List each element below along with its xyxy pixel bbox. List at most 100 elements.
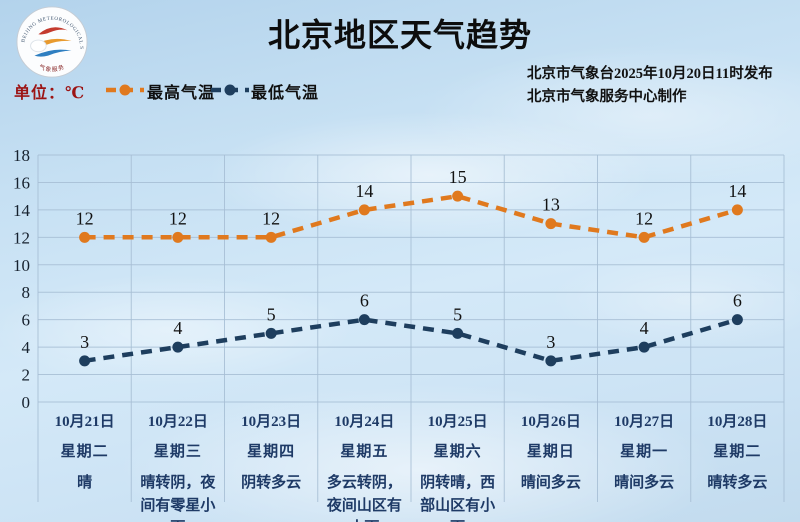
day-weekday: 星期二 <box>713 444 762 460</box>
day-weather: 晴间多云 <box>520 475 581 491</box>
series-low-temp-point <box>358 314 370 326</box>
day-weekday: 星期三 <box>153 444 202 460</box>
series-high-temp-point <box>638 231 650 243</box>
series-high-temp-point <box>452 190 464 202</box>
day-date: 10月23日 <box>241 414 302 430</box>
series-low-temp: 3 4 5 6 5 3 4 6 <box>79 291 743 367</box>
series-low-temp-point <box>265 327 277 339</box>
series-low-temp-value-label: 6 <box>733 291 742 311</box>
day-weekday: 星期一 <box>620 444 669 460</box>
day-weekday: 星期二 <box>60 444 109 460</box>
issue-line-1: 北京市气象台2025年10月20日11时发布 <box>527 66 773 82</box>
page-title: 北京地区天气趋势 <box>267 17 532 53</box>
legend-high-dot <box>119 84 131 96</box>
y-tick-label: 2 <box>22 366 31 385</box>
day-column: 10月21日 星期二晴 <box>38 407 131 507</box>
series-high-temp-value-label: 13 <box>542 195 560 215</box>
day-weather: 晴间多云 <box>614 475 675 491</box>
series-low-temp-value-label: 3 <box>546 332 555 352</box>
legend-item-low: 最低气温 <box>251 79 320 102</box>
logo-bottom-text: 气象服务 <box>38 63 66 74</box>
series-high-temp-value-label: 12 <box>262 208 280 228</box>
series-high-temp-line <box>84 193 739 240</box>
logo-blue-swoosh <box>34 49 72 57</box>
series-low-temp-point <box>545 355 557 367</box>
series-low-temp-line <box>84 317 739 364</box>
legend-swatch-low-icon <box>211 84 249 96</box>
day-labels: 10月21日星期二晴10月22日星期三晴转阴，夜间有零星小雨10月23日星期四阴… <box>38 407 784 522</box>
logo-cloud <box>30 39 47 53</box>
y-tick-label: 18 <box>13 146 30 165</box>
legend-label-high: 最高气温 <box>147 85 216 102</box>
series-low-temp-value-label: 4 <box>640 318 649 338</box>
series-high-temp-value-label: 14 <box>728 181 746 201</box>
day-weekday: 星期五 <box>340 444 389 460</box>
legend-low-dot <box>224 84 236 96</box>
y-axis-labels: 0 2 4 6 8 10 12 14 16 18 <box>13 146 31 412</box>
day-date: 10月21日 <box>54 414 115 430</box>
legend-swatch-high-icon <box>106 84 144 96</box>
series-high-temp-point <box>358 204 370 216</box>
y-tick-label: 6 <box>22 311 31 330</box>
series-low-temp-point <box>79 355 91 367</box>
day-weather: 晴转多云 <box>707 475 768 491</box>
series-low-temp-value-label: 5 <box>453 304 462 324</box>
logo-red-swoosh <box>38 27 68 35</box>
series-low-temp-value-label: 4 <box>173 318 182 338</box>
y-tick-label: 14 <box>13 201 31 220</box>
day-weekday: 星期六 <box>433 444 482 460</box>
day-column: 10月23日 星期四阴转多云 <box>225 407 318 507</box>
legend-label-low: 最低气温 <box>251 85 320 102</box>
series-low-temp-point <box>731 314 743 326</box>
series-high-temp: 12 12 12 14 15 13 12 14 <box>76 167 746 243</box>
issue-line-2: 北京市气象服务中心制作 <box>527 89 687 105</box>
y-tick-label: 4 <box>22 338 31 357</box>
series-low-temp-value-label: 3 <box>80 332 89 352</box>
series-high-temp-value-label: 12 <box>635 208 653 228</box>
series-high-temp-point <box>79 231 91 243</box>
y-tick-label: 8 <box>22 283 31 302</box>
unit-label: 单位：℃ <box>14 85 86 102</box>
y-tick-label: 16 <box>13 173 30 192</box>
series-high-temp-point <box>172 231 184 243</box>
series-low-temp-value-label: 5 <box>267 304 276 324</box>
series-high-temp-value-label: 15 <box>449 167 467 187</box>
day-column: 10月28日 星期二晴转多云 <box>691 407 784 507</box>
day-weekday: 星期四 <box>247 444 296 460</box>
day-weather: 阴转多云 <box>241 475 302 491</box>
series-high-temp-point <box>545 218 557 230</box>
day-date: 10月22日 <box>147 414 208 430</box>
chart-gridlines <box>37 154 785 502</box>
day-column: 10月26日 星期日晴间多云 <box>504 407 597 507</box>
day-weather: 晴转阴，夜间有零星小雨 <box>140 475 216 522</box>
series-low-temp-point <box>172 341 184 353</box>
day-date: 10月27日 <box>614 414 675 430</box>
day-weather: 多云转阴，夜间山区有小雨 <box>326 475 402 522</box>
series-low-temp-point <box>452 327 464 339</box>
met-service-logo: BEIJING METEOROLOGICAL SERVICE 气象服务 <box>13 5 88 78</box>
day-weather: 晴 <box>77 475 93 491</box>
series-high-temp-value-label: 12 <box>169 208 187 228</box>
day-date: 10月25日 <box>427 414 488 430</box>
series-high-temp-value-label: 14 <box>355 181 373 201</box>
day-weekday: 星期日 <box>526 444 575 460</box>
day-date: 10月24日 <box>334 414 395 430</box>
legend-item-high: 最高气温 <box>147 79 216 102</box>
y-tick-label: 12 <box>13 228 30 247</box>
y-tick-label: 0 <box>22 393 31 412</box>
series-high-temp-point <box>731 204 743 216</box>
day-date: 10月26日 <box>520 414 581 430</box>
series-low-temp-value-label: 6 <box>360 291 369 311</box>
issue-info: 北京市气象台2025年10月20日11时发布 北京市气象服务中心制作 <box>527 63 773 109</box>
day-date: 10月28日 <box>707 414 768 430</box>
series-high-temp-point <box>265 231 277 243</box>
series-high-temp-value-label: 12 <box>76 208 94 228</box>
day-weather: 阴转晴，西部山区有小雨 <box>420 475 496 522</box>
series-low-temp-point <box>638 341 650 353</box>
day-column: 10月27日 星期一晴间多云 <box>598 407 691 507</box>
